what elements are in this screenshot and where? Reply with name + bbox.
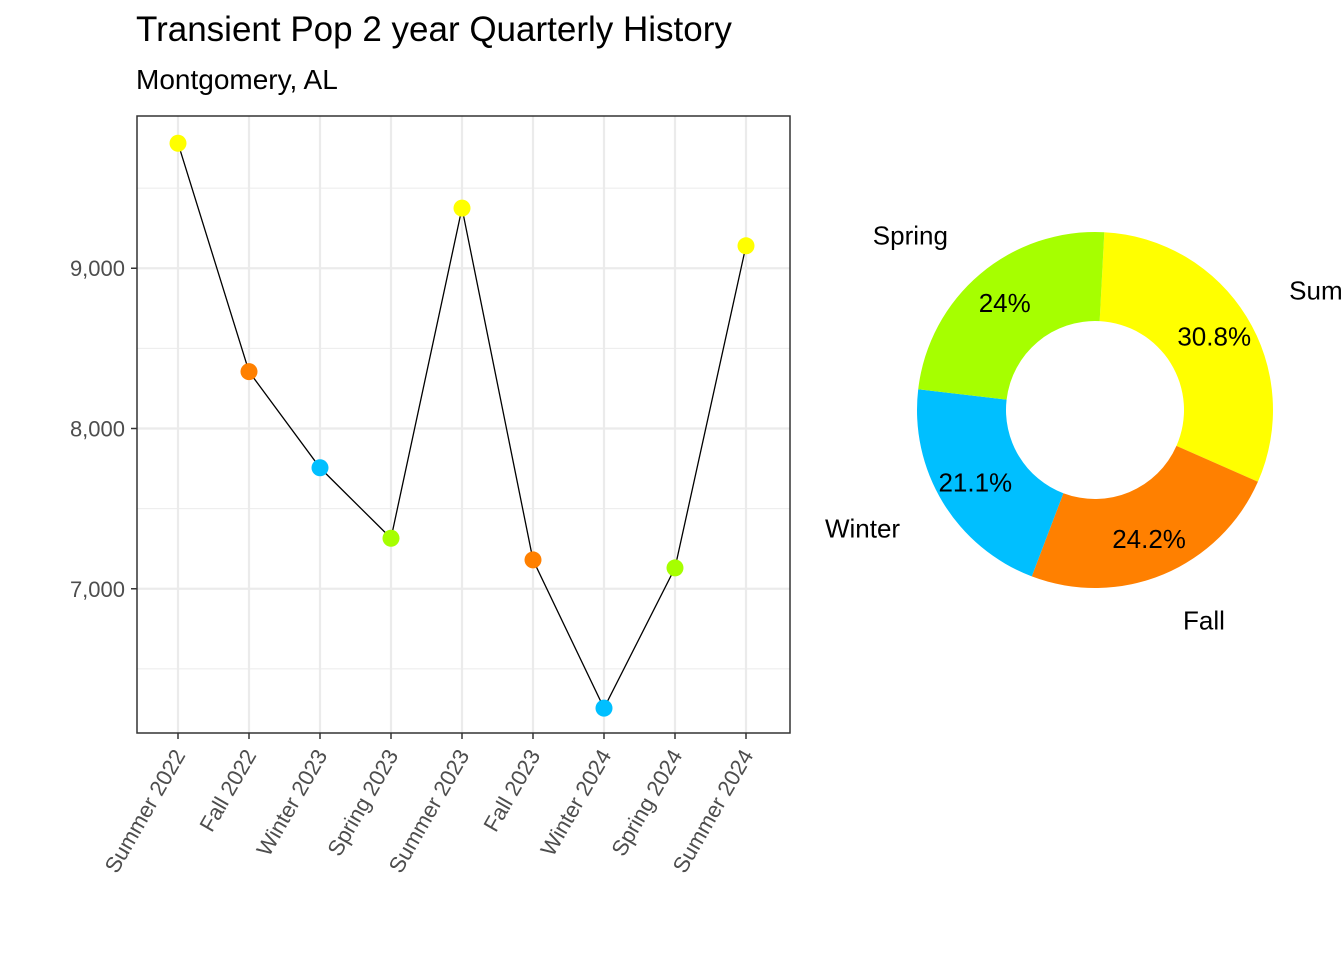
data-point: [524, 551, 542, 569]
data-point: [169, 134, 187, 152]
y-tick-label: 8,000: [70, 417, 125, 442]
data-point: [311, 459, 329, 477]
donut-slice: [918, 232, 1105, 400]
donut-slice: [917, 389, 1064, 577]
x-tick-label: Fall 2023: [478, 745, 545, 836]
x-tick-label: Summer 2022: [100, 745, 191, 877]
slice-percent-label: 30.8%: [1177, 322, 1251, 352]
donut-slice: [1099, 232, 1273, 482]
slice-category-label: Spring: [873, 221, 948, 251]
panel-border: [136, 115, 791, 734]
y-tick-label: 9,000: [70, 256, 125, 281]
slice-category-label: Summer: [1289, 275, 1344, 305]
chart-title: Transient Pop 2 year Quarterly History: [136, 10, 732, 49]
x-tick-label: Winter 2024: [535, 745, 616, 860]
chart-subtitle: Montgomery, AL: [136, 64, 338, 95]
data-point: [737, 237, 755, 255]
x-tick-label: Spring 2023: [322, 745, 403, 860]
data-point: [382, 529, 400, 547]
x-tick-label: Spring 2024: [606, 745, 687, 860]
slice-category-label: Fall: [1183, 605, 1225, 635]
slice-category-label: Winter: [825, 513, 900, 543]
x-tick-label: Winter 2023: [251, 745, 332, 860]
data-point: [453, 199, 471, 217]
y-tick-label: 7,000: [70, 577, 125, 602]
data-point: [240, 363, 258, 381]
x-tick-label: Fall 2022: [194, 745, 261, 836]
slice-percent-label: 24%: [979, 288, 1031, 318]
data-point: [595, 699, 613, 717]
slice-percent-label: 21.1%: [938, 468, 1012, 498]
slice-percent-label: 24.2%: [1112, 524, 1186, 554]
donut-chart-panel: 30.8% Summer 24.2% Fall 21.1% Winter 24% Spring: [825, 221, 1344, 636]
data-point: [666, 559, 684, 577]
donut-slice: [1031, 445, 1258, 588]
